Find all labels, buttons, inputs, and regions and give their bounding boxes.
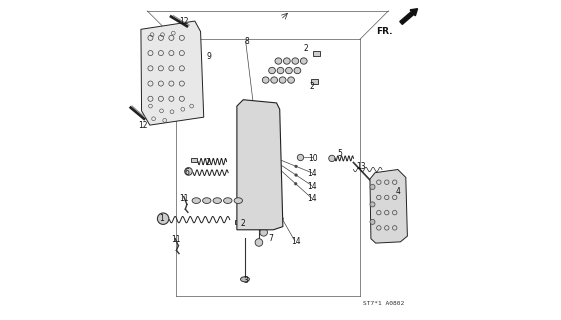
Text: 14: 14 bbox=[291, 237, 301, 246]
Text: 12: 12 bbox=[138, 121, 147, 130]
Ellipse shape bbox=[283, 58, 290, 64]
Ellipse shape bbox=[275, 58, 282, 64]
Ellipse shape bbox=[277, 68, 284, 74]
Ellipse shape bbox=[269, 68, 275, 74]
Circle shape bbox=[247, 116, 254, 122]
Polygon shape bbox=[370, 170, 407, 243]
Ellipse shape bbox=[203, 198, 211, 204]
Bar bbox=[236, 220, 242, 224]
Text: FR.: FR. bbox=[376, 28, 393, 36]
FancyArrow shape bbox=[400, 9, 417, 24]
Ellipse shape bbox=[279, 77, 286, 83]
Text: 12: 12 bbox=[179, 17, 188, 26]
Circle shape bbox=[260, 116, 266, 122]
Text: 3: 3 bbox=[243, 276, 248, 285]
Text: 13: 13 bbox=[356, 162, 366, 171]
Ellipse shape bbox=[192, 198, 200, 204]
Circle shape bbox=[329, 155, 335, 162]
Polygon shape bbox=[237, 100, 283, 230]
Ellipse shape bbox=[241, 277, 250, 282]
Text: 4: 4 bbox=[396, 187, 401, 196]
Circle shape bbox=[254, 201, 260, 208]
Polygon shape bbox=[141, 21, 204, 125]
Text: 2: 2 bbox=[205, 158, 210, 167]
Text: 11: 11 bbox=[179, 194, 188, 203]
Ellipse shape bbox=[271, 77, 278, 83]
Text: 11: 11 bbox=[171, 235, 181, 244]
Text: 5: 5 bbox=[338, 148, 343, 157]
Text: 6: 6 bbox=[185, 168, 190, 177]
Text: 14: 14 bbox=[307, 169, 317, 178]
Bar bbox=[311, 79, 318, 84]
Text: ST7*1 A0802: ST7*1 A0802 bbox=[363, 301, 404, 306]
Ellipse shape bbox=[263, 77, 269, 83]
Ellipse shape bbox=[234, 198, 242, 204]
Circle shape bbox=[295, 182, 297, 185]
Circle shape bbox=[263, 182, 269, 188]
Ellipse shape bbox=[286, 68, 292, 74]
Text: 9: 9 bbox=[206, 52, 211, 61]
Circle shape bbox=[254, 160, 260, 166]
Text: 2: 2 bbox=[240, 219, 245, 228]
Ellipse shape bbox=[288, 77, 295, 83]
Circle shape bbox=[185, 168, 192, 175]
Text: 8: 8 bbox=[245, 36, 250, 45]
Circle shape bbox=[244, 182, 250, 188]
Ellipse shape bbox=[294, 68, 301, 74]
Text: 2: 2 bbox=[304, 44, 308, 53]
Ellipse shape bbox=[292, 58, 298, 64]
Circle shape bbox=[260, 138, 266, 144]
Circle shape bbox=[295, 174, 297, 176]
Ellipse shape bbox=[213, 198, 222, 204]
Circle shape bbox=[281, 217, 283, 220]
Circle shape bbox=[255, 239, 263, 246]
Ellipse shape bbox=[300, 58, 307, 64]
Circle shape bbox=[260, 228, 268, 236]
Circle shape bbox=[370, 202, 375, 207]
Ellipse shape bbox=[224, 198, 232, 204]
Circle shape bbox=[158, 213, 169, 224]
Bar bbox=[191, 158, 197, 162]
Text: 1: 1 bbox=[159, 214, 164, 223]
Circle shape bbox=[295, 165, 297, 168]
Text: 14: 14 bbox=[307, 194, 317, 203]
Text: 7: 7 bbox=[268, 234, 273, 243]
Bar bbox=[314, 51, 320, 56]
Circle shape bbox=[247, 138, 254, 144]
Text: 2: 2 bbox=[310, 82, 315, 91]
Circle shape bbox=[370, 219, 375, 224]
Circle shape bbox=[297, 154, 304, 161]
Text: 14: 14 bbox=[307, 181, 317, 190]
Text: 10: 10 bbox=[309, 154, 318, 163]
Circle shape bbox=[370, 184, 375, 189]
